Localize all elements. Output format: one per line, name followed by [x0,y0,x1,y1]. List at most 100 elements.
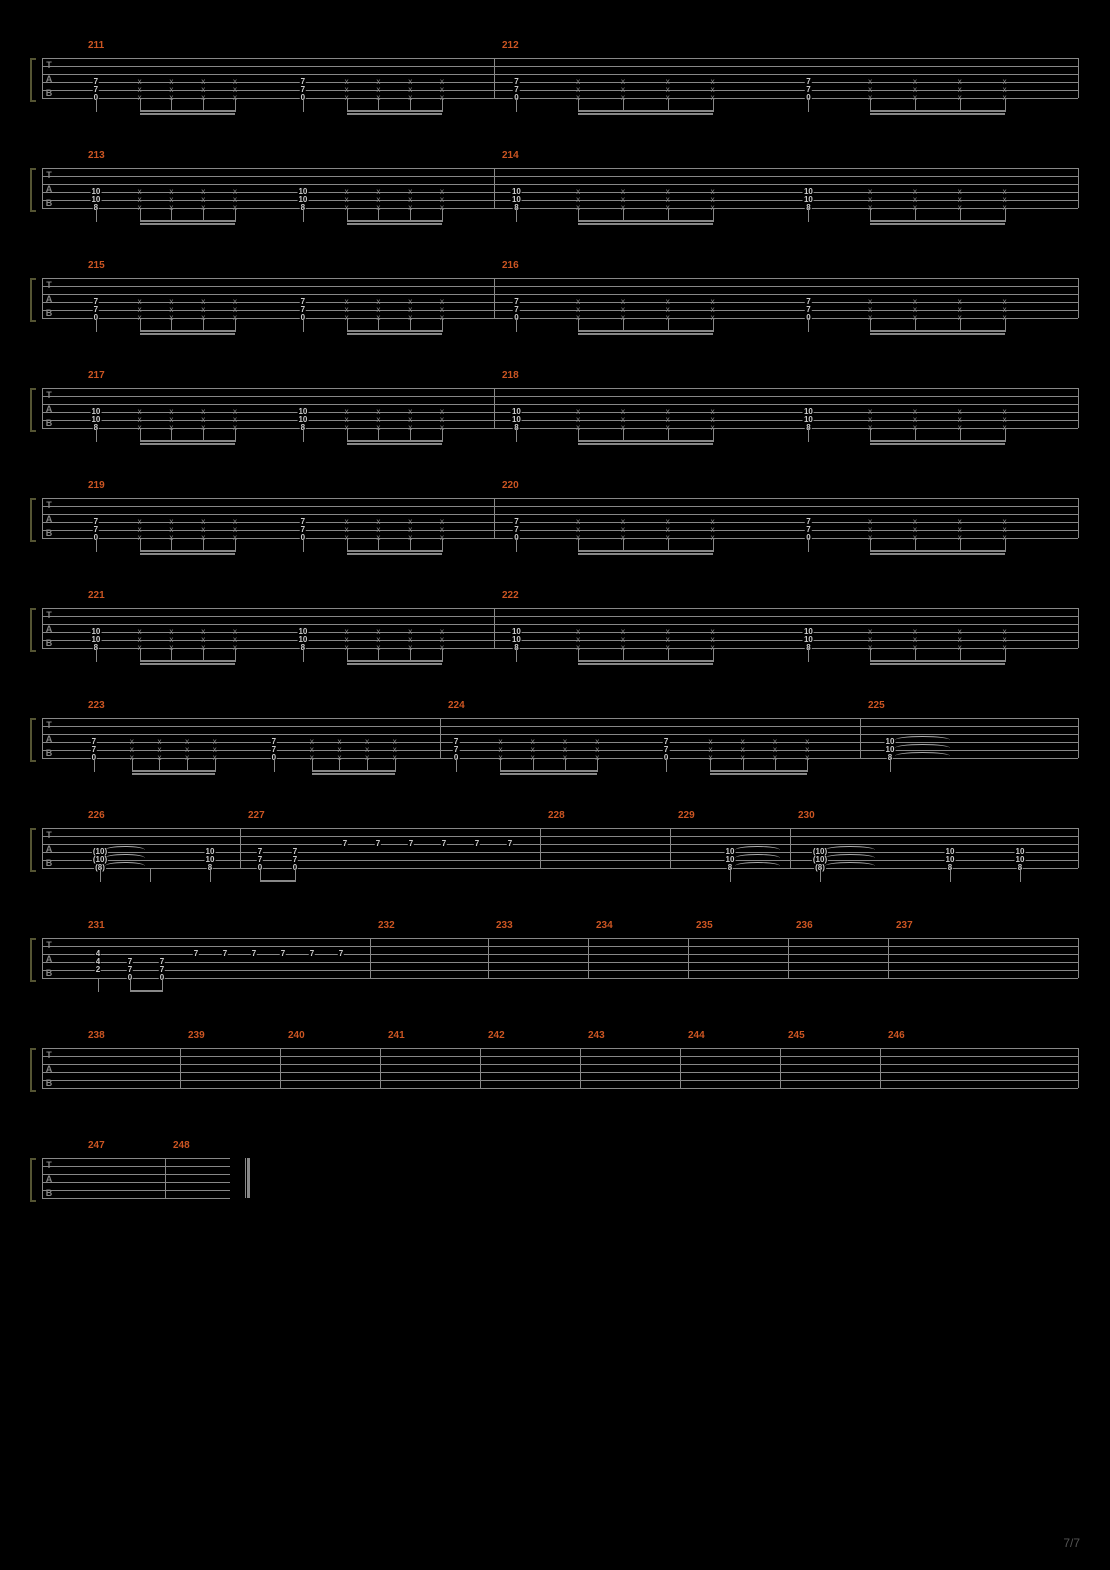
measure-number: 245 [788,1030,805,1041]
tab-clef-letter: T [44,280,54,290]
tab-clef-letter: T [44,390,54,400]
tab-system: TAB226227228229230(10)(10)(8)10108770770… [30,810,1078,872]
measure-number: 214 [502,150,519,161]
measure-number: 236 [796,920,813,931]
measure-number: 215 [88,260,105,271]
staff-line [42,1080,1078,1081]
staff-line [42,58,1078,59]
tab-system: TAB238239240241242243244245246 [30,1030,1078,1092]
measure-number: 224 [448,700,465,711]
tab-clef-letter: A [44,294,54,304]
measure-number: 248 [173,1140,190,1151]
staff-line [42,1174,230,1175]
measure-number: 238 [88,1030,105,1041]
staff-line [42,176,1078,177]
fret-number: 7 [441,840,447,848]
measure-number: 235 [696,920,713,931]
staff-line [42,506,1078,507]
measure-number: 240 [288,1030,305,1041]
measure-number: 243 [588,1030,605,1041]
staff-line [42,970,1078,971]
staff-line [42,90,1078,91]
system-bracket [30,938,36,982]
tab-system: TAB22122210108xxxxxxxxxxxx10108xxxxxxxxx… [30,590,1078,652]
staff-line [42,522,1078,523]
tab-clef-letter: T [44,1050,54,1060]
staff-line [42,302,1078,303]
staff-line [42,1190,230,1191]
staff-line [42,428,1078,429]
measure-number: 232 [378,920,395,931]
tab-clef-letter: B [44,638,54,648]
measure-number: 242 [488,1030,505,1041]
measure-number: 212 [502,40,519,51]
staff-line [42,514,1078,515]
staff-line [42,1158,230,1159]
staff-line [42,66,1078,67]
tab-clef-letter: A [44,184,54,194]
tab-clef-letter: A [44,734,54,744]
fret-number: 7 [251,950,257,958]
staff-line [42,624,1078,625]
staff-line [42,836,1078,837]
tab-clef-letter: B [44,198,54,208]
staff-line [42,82,1078,83]
tab-clef-letter: T [44,610,54,620]
fret-number: 7 [309,950,315,958]
staff-line [42,498,1078,499]
tab-clef-letter: T [44,60,54,70]
staff-line [42,184,1078,185]
measure-number: 219 [88,480,105,491]
tab-clef-letter: T [44,940,54,950]
staff-line [42,388,1078,389]
tab-system: TAB215216770xxxxxxxxxxxx770xxxxxxxxxxxx7… [30,260,1078,322]
tab-clef-letter: A [44,624,54,634]
staff-line [42,616,1078,617]
staff-line [42,750,1078,751]
tab-clef-letter: B [44,88,54,98]
staff-line [42,726,1078,727]
measure-number: 221 [88,590,105,601]
staff-line [42,828,1078,829]
staff-line [42,1182,230,1183]
tab-clef-letter: T [44,830,54,840]
staff-line [42,632,1078,633]
staff-line [42,168,1078,169]
tab-clef-letter: B [44,528,54,538]
staff-line [42,938,1078,939]
staff-line [42,294,1078,295]
measure-number: 223 [88,700,105,711]
staff-line [42,734,1078,735]
fret-number: 7 [507,840,513,848]
measure-number: 247 [88,1140,105,1151]
staff-line [42,404,1078,405]
measure-number: 230 [798,810,815,821]
staff-line [42,278,1078,279]
measure-number: 237 [896,920,913,931]
staff-line [42,420,1078,421]
tab-system: TAB231232233234235236237442770770777777 [30,920,1078,982]
staff-line [42,74,1078,75]
fret-number: 7 [222,950,228,958]
measure-number: 216 [502,260,519,271]
fret-number: 2 [95,966,101,974]
staff-line [42,318,1078,319]
staff-line [42,396,1078,397]
measure-number: 226 [88,810,105,821]
measure-number: 246 [888,1030,905,1041]
fret-number: 7 [408,840,414,848]
staff-line [42,1088,1078,1089]
staff-line [42,978,1078,979]
tab-clef-letter: B [44,1188,54,1198]
fret-number: 7 [474,840,480,848]
staff-line [42,868,1078,869]
tab-system: TAB219220770xxxxxxxxxxxx770xxxxxxxxxxxx7… [30,480,1078,542]
staff-line [42,946,1078,947]
system-bracket [30,1048,36,1092]
system-bracket [30,388,36,432]
staff-line [42,844,1078,845]
system-bracket [30,58,36,102]
staff-line [42,648,1078,649]
tab-clef-letter: A [44,1174,54,1184]
tab-system: TAB21721810108xxxxxxxxxxxx10108xxxxxxxxx… [30,370,1078,432]
